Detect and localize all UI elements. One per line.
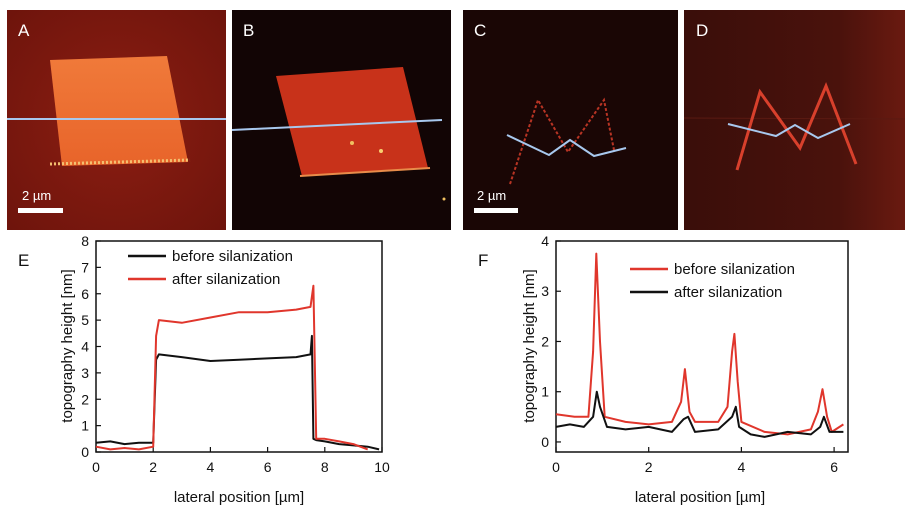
panel-b-image: B bbox=[231, 10, 451, 230]
legend-label-after: after silanization bbox=[172, 271, 280, 288]
y-tick-label: 4 bbox=[81, 339, 89, 355]
x-tick-label: 0 bbox=[92, 459, 100, 475]
legend-label-after: after silanization bbox=[674, 284, 782, 301]
chart-f: F 0 2 4 6 0 1 2 3 4 lateral position [µm] topogr… bbox=[478, 233, 849, 506]
legend-label-before: before silanization bbox=[674, 261, 795, 278]
y-tick-label: 1 bbox=[81, 418, 89, 434]
y-tick-label: 5 bbox=[81, 312, 89, 328]
plot-frame bbox=[555, 240, 849, 453]
panel-letter-a: A bbox=[18, 21, 30, 40]
y-tick-label: 2 bbox=[81, 391, 89, 407]
panel-letter-e: E bbox=[18, 251, 29, 270]
y-tick-label: 8 bbox=[81, 233, 89, 249]
y-axis-label: topography height [nm] bbox=[521, 269, 538, 422]
x-axis-label: lateral position [µm] bbox=[635, 489, 765, 506]
scale-bar bbox=[18, 208, 63, 213]
flake bbox=[50, 56, 188, 166]
y-tick-label: 2 bbox=[541, 333, 549, 349]
y-tick-label: 4 bbox=[541, 233, 549, 249]
panel-letter-c: C bbox=[474, 21, 486, 40]
y-tick-label: 7 bbox=[81, 259, 89, 275]
profile-line bbox=[727, 123, 851, 140]
x-tick-label: 10 bbox=[374, 459, 390, 475]
x-axis-label: lateral position [µm] bbox=[174, 489, 304, 506]
panel-letter-d: D bbox=[696, 21, 708, 40]
x-tick-label: 2 bbox=[645, 459, 653, 475]
legend-label-before: before silanization bbox=[172, 248, 293, 265]
y-tick-label: 0 bbox=[541, 434, 549, 450]
panel-c-image: C 2 µm bbox=[463, 10, 678, 230]
legend: before silanization after silanization bbox=[630, 261, 795, 301]
series-line-before bbox=[555, 252, 844, 436]
y-tick-label: 6 bbox=[81, 286, 89, 302]
panel-a-image: A 2 µm bbox=[7, 10, 226, 230]
x-tick-label: 6 bbox=[830, 459, 838, 475]
series-line-after bbox=[555, 390, 844, 438]
y-tick-label: 3 bbox=[541, 283, 549, 299]
x-tick-label: 6 bbox=[264, 459, 272, 475]
panel-letter-b: B bbox=[243, 21, 254, 40]
y-axis-label: topography height [nm] bbox=[59, 269, 76, 422]
profile-line bbox=[506, 134, 627, 158]
nanowire-traces bbox=[735, 81, 858, 171]
flake bbox=[276, 67, 428, 176]
scale-bar bbox=[474, 208, 518, 213]
series-line-before bbox=[95, 334, 380, 451]
x-tick-label: 4 bbox=[207, 459, 215, 475]
scale-bar-label: 2 µm bbox=[477, 188, 506, 203]
y-tick-label: 0 bbox=[81, 444, 89, 460]
y-tick-label: 1 bbox=[541, 384, 549, 400]
profile-line bbox=[231, 119, 443, 131]
chart-e: E 0 2 4 6 8 10 0 1 2 3 4 5 6 7 8 lateral position [µm]… bbox=[18, 233, 390, 506]
legend: before silanization after silanization bbox=[128, 248, 293, 288]
panel-letter-f: F bbox=[478, 251, 488, 270]
panel-d-image: D bbox=[683, 10, 906, 230]
x-tick-label: 8 bbox=[321, 459, 329, 475]
x-tick-label: 4 bbox=[737, 459, 745, 475]
scale-bar-label: 2 µm bbox=[22, 188, 51, 203]
x-tick-label: 2 bbox=[149, 459, 157, 475]
y-tick-label: 3 bbox=[81, 365, 89, 381]
x-tick-label: 0 bbox=[552, 459, 560, 475]
series-line-after bbox=[95, 284, 369, 451]
